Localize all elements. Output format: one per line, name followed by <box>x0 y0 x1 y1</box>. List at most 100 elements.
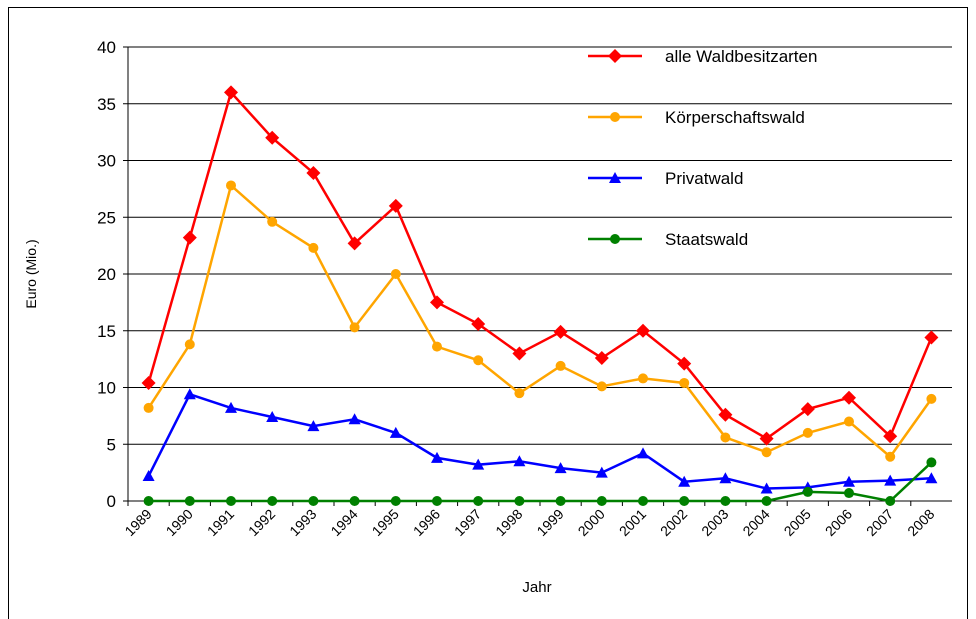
data-point <box>884 474 897 486</box>
data-point <box>143 496 154 506</box>
data-point <box>267 216 278 227</box>
data-point <box>348 413 361 425</box>
legend-marker <box>609 172 621 183</box>
data-point <box>760 482 773 494</box>
data-point <box>720 432 731 443</box>
x-tick-label: 2001 <box>616 506 649 539</box>
data-point <box>390 269 401 279</box>
data-point <box>720 496 731 506</box>
legend-marker <box>608 49 622 63</box>
data-point <box>637 447 649 459</box>
y-tick-label: 20 <box>97 265 116 284</box>
data-point <box>307 420 320 432</box>
x-tick-label: 1996 <box>410 506 443 539</box>
data-point <box>141 375 156 390</box>
data-point <box>306 165 321 180</box>
data-point <box>512 346 527 361</box>
data-point <box>182 230 197 245</box>
data-point <box>226 180 236 191</box>
x-tick-label: 2004 <box>739 506 772 539</box>
series-line <box>147 392 932 490</box>
data-point <box>885 496 896 506</box>
x-tick-label: 2007 <box>863 506 896 539</box>
data-point <box>266 411 279 423</box>
y-tick-label: 15 <box>97 322 116 341</box>
data-point <box>555 360 566 371</box>
data-point <box>554 462 567 474</box>
data-point <box>347 236 362 251</box>
data-point <box>842 390 856 405</box>
series-line <box>147 183 933 459</box>
data-point <box>761 496 772 506</box>
x-axis-label: Jahr <box>522 579 551 596</box>
data-point <box>432 496 442 506</box>
data-point <box>926 393 937 404</box>
data-point <box>596 496 607 506</box>
data-point <box>184 496 195 506</box>
data-point <box>430 295 444 310</box>
data-point <box>265 130 280 145</box>
x-tick-label: 2000 <box>575 506 608 539</box>
y-tick-label: 10 <box>97 379 116 398</box>
x-tick-label: 1990 <box>163 506 196 539</box>
x-tick-label: 1994 <box>327 506 360 539</box>
data-point <box>226 496 236 506</box>
y-tick-label: 5 <box>107 435 116 454</box>
x-tick-label: 2005 <box>781 506 814 539</box>
data-point <box>349 322 360 333</box>
legend-label: Staatswald <box>665 230 748 249</box>
data-point <box>925 472 938 484</box>
x-tick-label: 1998 <box>492 506 525 539</box>
data-point <box>678 475 691 487</box>
data-point <box>471 316 486 331</box>
data-point <box>718 407 733 422</box>
data-point <box>472 458 485 470</box>
data-point <box>679 377 690 388</box>
data-point <box>638 373 648 384</box>
data-point <box>432 341 442 352</box>
legend-label: alle Waldbesitzarten <box>665 47 817 66</box>
legend-label: Körperschaftswald <box>665 108 805 127</box>
series-line <box>147 89 933 441</box>
x-tick-label: 1999 <box>533 506 566 539</box>
data-point <box>802 427 813 438</box>
data-point <box>883 429 898 444</box>
data-point <box>431 451 443 463</box>
data-point <box>514 388 525 399</box>
data-point <box>473 496 484 506</box>
legend-label: Privatwald <box>665 169 743 188</box>
x-tick-label: 1993 <box>286 506 319 539</box>
data-point <box>924 330 939 345</box>
legend-marker <box>610 112 620 122</box>
y-tick-label: 25 <box>97 208 116 227</box>
data-point <box>349 496 360 506</box>
x-tick-label: 1991 <box>204 506 237 539</box>
data-point <box>596 381 607 392</box>
y-tick-label: 35 <box>97 95 116 114</box>
data-point <box>761 447 772 458</box>
data-point <box>636 323 650 338</box>
x-tick-label: 1989 <box>121 506 154 539</box>
x-tick-label: 1995 <box>369 506 402 539</box>
data-point <box>184 339 195 350</box>
data-point <box>555 496 566 506</box>
data-point <box>390 496 401 506</box>
data-point <box>143 402 154 413</box>
data-point <box>513 455 526 467</box>
data-point <box>514 496 525 506</box>
data-point <box>225 401 237 413</box>
y-tick-label: 0 <box>107 492 116 511</box>
data-point <box>679 496 690 506</box>
data-point <box>183 388 196 400</box>
legend-marker <box>610 234 620 244</box>
series-line <box>148 461 933 503</box>
x-tick-label: 2003 <box>698 506 731 539</box>
y-tick-label: 30 <box>97 152 116 171</box>
data-point <box>638 496 648 506</box>
x-tick-label: 1992 <box>245 506 278 539</box>
x-tick-label: 2008 <box>904 506 937 539</box>
data-point <box>844 416 854 427</box>
data-point <box>800 402 815 417</box>
data-point <box>843 475 855 487</box>
